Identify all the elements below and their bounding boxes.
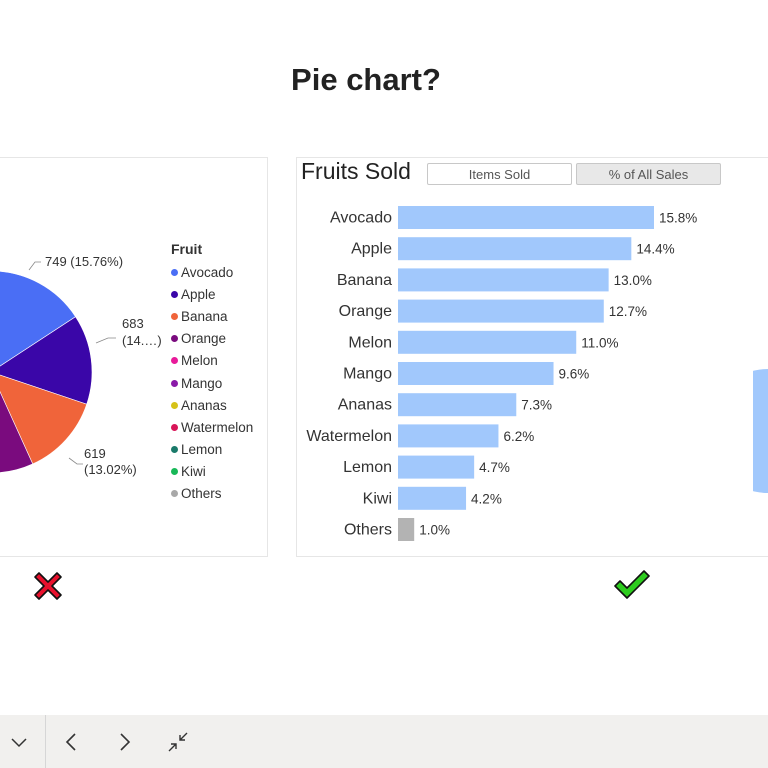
legend-label: Banana (181, 308, 228, 324)
bar-category-label: Melon (348, 334, 392, 351)
bar-mango[interactable] (398, 362, 554, 385)
toolbar-divider (45, 715, 46, 768)
pie-data-label: 749 (15.76%) (45, 254, 123, 269)
legend-item-melon[interactable]: Melon (171, 350, 253, 372)
bar-others[interactable] (398, 518, 415, 541)
legend-item-lemon[interactable]: Lemon (171, 439, 253, 461)
legend-label: Apple (181, 286, 216, 302)
bar-chart-panel: Fruits Sold Items Sold % of All Sales Av… (296, 157, 768, 557)
legend-item-ananas[interactable]: Ananas (171, 394, 253, 416)
legend-label: Ananas (181, 397, 227, 413)
bar-value-label: 4.2% (471, 491, 502, 506)
bar-value-label: 11.0% (581, 335, 618, 350)
bar-category-label: Orange (339, 303, 392, 320)
pie-leader-line (68, 457, 83, 465)
legend-swatch (171, 312, 178, 320)
bar-category-label: Banana (337, 272, 392, 289)
bar-chart: Avocado 15.8% Apple 14.4% Banana 13.0% Orange 1… (306, 206, 697, 541)
bar-banana[interactable] (398, 268, 609, 292)
bar-ananas[interactable] (398, 393, 517, 417)
bar-melon[interactable] (398, 330, 577, 354)
bar-value-label: 6.2% (503, 429, 534, 444)
legend-swatch (171, 290, 178, 298)
legend-swatch (171, 490, 178, 498)
pie-data-label-percent: (14.…) (122, 333, 162, 348)
legend-item-apple[interactable]: Apple (171, 283, 253, 305)
bar-value-label: 12.7% (609, 304, 647, 319)
pie-slice-apple[interactable] (0, 316, 93, 405)
bar-value-label: 7.3% (521, 398, 552, 413)
legend-swatch (171, 468, 178, 476)
bar-value-label: 15.8% (659, 211, 697, 226)
legend-swatch (171, 379, 178, 387)
bar-value-label: 4.7% (479, 460, 510, 475)
legend-label: Others (181, 486, 222, 502)
cross-icon (34, 572, 62, 600)
bar-apple[interactable] (398, 237, 632, 261)
bar-category-label: Watermelon (306, 428, 392, 445)
items-sold-toggle[interactable]: Items Sold (427, 163, 572, 185)
check-icon (614, 570, 650, 599)
bar-watermelon[interactable] (398, 424, 499, 448)
legend-item-avocado[interactable]: Avocado (171, 261, 253, 283)
pie-data-label-percent: (13.02%) (84, 462, 137, 477)
bar-chart-title: Fruits Sold (301, 158, 411, 184)
bar-avocado[interactable] (398, 206, 654, 229)
legend-swatch (171, 423, 178, 431)
slide-title: Pie chart? (291, 62, 441, 97)
pie-legend: Fruit Avocado Apple Banana Orange Melon Mango… (171, 241, 253, 505)
pie-chart-panel: 749 (15.76%) 683 (14.…) 619 (13.02%) Fruit A… (0, 157, 268, 557)
chevron-down-icon[interactable] (6, 729, 32, 755)
legend-item-others[interactable]: Others (171, 483, 253, 505)
legend-label: Watermelon (181, 419, 254, 435)
bar-category-label: Kiwi (363, 490, 392, 507)
pie-chart: 749 (15.76%) 683 (14.…) 619(13.02%) (0, 254, 162, 477)
legend-title: Fruit (171, 241, 203, 257)
chevron-left-icon[interactable] (59, 729, 85, 755)
offscreen-chart-fragment (753, 369, 768, 493)
bar-lemon[interactable] (398, 455, 475, 479)
legend-label: Lemon (181, 442, 223, 458)
legend-item-orange[interactable]: Orange (171, 328, 253, 350)
bar-category-label: Mango (343, 366, 392, 383)
legend-item-mango[interactable]: Mango (171, 372, 253, 394)
bar-kiwi[interactable] (398, 486, 467, 510)
legend-swatch (171, 357, 178, 365)
presentation-toolbar (0, 715, 768, 768)
collapse-icon[interactable] (165, 729, 191, 755)
legend-item-kiwi[interactable]: Kiwi (171, 461, 253, 483)
bar-category-label: Others (344, 522, 392, 539)
pie-leader-line (28, 261, 41, 271)
legend-swatch (171, 335, 178, 343)
bar-category-label: Lemon (343, 459, 392, 476)
legend-swatch (171, 446, 178, 454)
bar-value-label: 14.4% (636, 242, 674, 257)
bar-value-label: 9.6% (559, 367, 590, 382)
bar-value-label: 1.0% (419, 523, 450, 538)
legend-swatch (171, 401, 178, 409)
percent-sales-toggle[interactable]: % of All Sales (576, 163, 721, 185)
pie-data-label: 683 (122, 316, 144, 331)
pie-slice-orange[interactable] (0, 372, 34, 473)
pie-leader-line (95, 337, 116, 344)
legend-item-watermelon[interactable]: Watermelon (171, 416, 253, 438)
pie-slice-banana[interactable] (0, 372, 88, 465)
bar-category-label: Ananas (338, 397, 392, 414)
pie-data-label: 619 (84, 446, 106, 461)
bar-category-label: Avocado (330, 210, 392, 227)
bar-category-label: Apple (351, 241, 392, 258)
bar-value-label: 13.0% (614, 273, 652, 288)
legend-label: Orange (181, 331, 227, 347)
legend-label: Kiwi (181, 464, 206, 480)
chevron-right-icon[interactable] (111, 729, 137, 755)
legend-label: Avocado (181, 264, 234, 280)
bar-orange[interactable] (398, 299, 604, 323)
legend-label: Melon (181, 353, 218, 369)
legend-swatch (171, 268, 178, 276)
pie-slice-avocado[interactable] (0, 271, 76, 372)
legend-item-banana[interactable]: Banana (171, 305, 253, 327)
legend-label: Mango (181, 375, 223, 391)
